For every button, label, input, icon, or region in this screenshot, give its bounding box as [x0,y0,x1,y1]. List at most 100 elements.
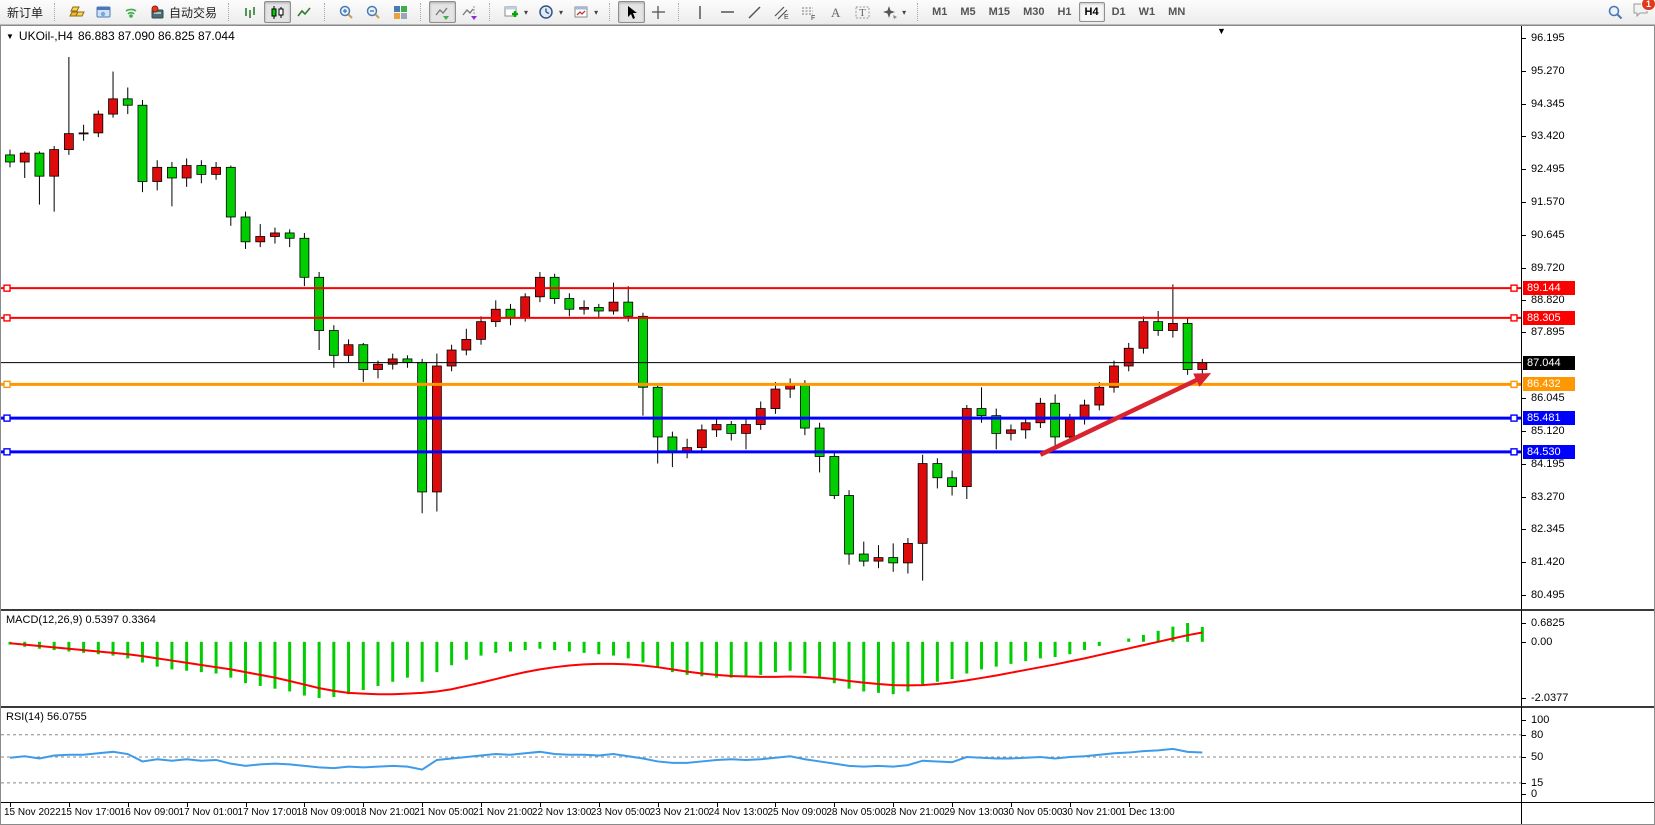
macd-chart[interactable] [1,611,1521,706]
trendline-button[interactable] [741,1,768,23]
price-tick [1522,529,1526,531]
price-tick [1522,595,1526,596]
auto-scroll-button[interactable] [429,1,457,23]
timeframe-button-mn[interactable]: MN [1168,6,1186,18]
line-endpoint-marker [3,284,11,292]
candle-body [667,436,678,452]
date-tick [245,803,247,807]
rsi-tick-label: 0 [1531,788,1538,800]
equidistant-channel-icon: E [773,4,790,21]
candle-body [490,308,501,323]
rsi-tick-label: 50 [1531,751,1544,763]
price-tick-label: 80.495 [1531,589,1565,601]
text-button[interactable]: A [822,1,849,23]
text-label-button[interactable]: T [849,1,876,23]
rsi-tick-label: 80 [1531,728,1544,741]
price-tick [1522,562,1526,564]
date-tick [716,803,718,807]
rsi-chart[interactable] [1,708,1521,802]
rsi-pane[interactable]: RSI(14) 56.0755 [1,706,1521,802]
candle-body [1197,362,1208,370]
rsi-tick [1522,782,1526,784]
new-order-button[interactable]: 新订单 [2,1,48,23]
cursor-button[interactable] [618,1,646,23]
chart-ohlc-values: 86.883 87.090 86.825 87.044 [77,29,235,43]
date-tick [10,803,11,807]
line-endpoint-marker [1510,284,1518,292]
timeframe-button-h4[interactable]: H4 [1078,2,1105,22]
candle-body [917,463,928,544]
timeframe-button-w1[interactable]: W1 [1138,6,1156,18]
chart-shift-marker[interactable]: ▼ [1217,26,1226,36]
date-tick [893,803,895,807]
candle-body [579,307,589,310]
price-tick-label: 84.195 [1531,457,1565,470]
candle-body [446,349,457,367]
vertical-line-button[interactable] [687,1,714,23]
timeframe-button-m1[interactable]: M1 [932,6,948,18]
chart-title: ▼ UKOil-,H4 86.883 87.090 86.825 87.044 [6,29,235,43]
candle-body [328,330,339,356]
date-tick [1069,803,1071,807]
periods-button[interactable]: ▾ [533,1,568,23]
chart-shift-button[interactable] [456,1,483,23]
level-price-label: 85.481 [1523,411,1575,426]
line-chart-button[interactable] [291,1,318,23]
auto-trading-label: 自动交易 [169,5,218,20]
terminal-button[interactable] [90,1,117,23]
timeframe-button-d1[interactable]: D1 [1111,6,1126,18]
chart-window: ▼ UKOil-,H4 86.883 87.090 86.825 87.044 … [0,25,1655,825]
vertical-line-icon [692,4,709,21]
trend-arrow[interactable] [1039,373,1212,457]
macd-pane[interactable]: MACD(12,26,9) 0.5397 0.3364 [1,609,1521,706]
toolbar-separator [228,3,233,21]
crosshair-icon [650,4,667,21]
search-icon[interactable] [1607,4,1624,21]
candlestick-chart-button[interactable] [264,1,292,23]
candle-body [696,429,707,448]
zoom-in-button[interactable] [333,1,360,23]
add-indicator-button[interactable]: ▾ [498,1,533,23]
candlestick-chart[interactable] [1,26,1521,609]
bar-chart-button[interactable] [237,1,264,23]
crosshair-button[interactable] [645,1,672,23]
auto-trading-button[interactable]: 自动交易 [144,1,222,23]
chat-button[interactable]: 1 [1632,0,1655,23]
date-label: 30 Nov 05:00 [1002,807,1063,818]
main-chart-pane[interactable]: ▼ UKOil-,H4 86.883 87.090 86.825 87.044 … [1,26,1521,609]
macd-axis[interactable]: 0.6825 0.00 -2.0377 [1521,609,1654,706]
date-axis[interactable]: 15 Nov 2022 15 Nov 17:00 16 Nov 09:00 17 No… [1,802,1521,824]
signals-button[interactable] [117,1,144,23]
timeframe-button-h1[interactable]: H1 [1057,6,1072,18]
horizontal-line-button[interactable] [714,1,741,23]
timeframe-button-m5[interactable]: M5 [960,6,976,18]
price-axis[interactable]: 96.195 95.270 94.345 93.420 92.495 91.570 90.6… [1521,26,1654,609]
rsi-axis[interactable]: 100 80 50 15 0 [1521,706,1654,802]
timeframe-button-m15[interactable]: M15 [988,6,1011,18]
price-tick-label: 94.345 [1531,97,1565,110]
level-price-label: 86.432 [1523,377,1575,392]
horizontal-line-icon [719,4,736,21]
timeframe-button-m30[interactable]: M30 [1023,6,1045,18]
candle-body [623,301,634,317]
arrows-button[interactable]: ▾ [876,1,911,23]
candle-body [903,542,913,564]
price-tick-label: 89.720 [1531,261,1565,274]
templates-button[interactable]: ▾ [568,1,603,23]
candle-body [608,301,619,312]
market-watch-button[interactable] [63,1,90,23]
candle-body [1153,321,1164,331]
tile-windows-button[interactable] [387,1,414,23]
candle-body [225,166,236,218]
equidistant-channel-button[interactable]: E [768,1,795,23]
candle-body [947,477,957,488]
toolbar-separator [420,3,425,21]
candle-body [211,166,221,175]
periods-clock-icon [538,4,555,21]
candle-body [93,113,104,134]
candle-body [122,98,133,106]
fibonacci-button[interactable]: F [795,1,822,23]
zoom-out-button[interactable] [360,1,387,23]
add-indicator-icon [503,4,520,21]
candle-body [1006,429,1016,434]
